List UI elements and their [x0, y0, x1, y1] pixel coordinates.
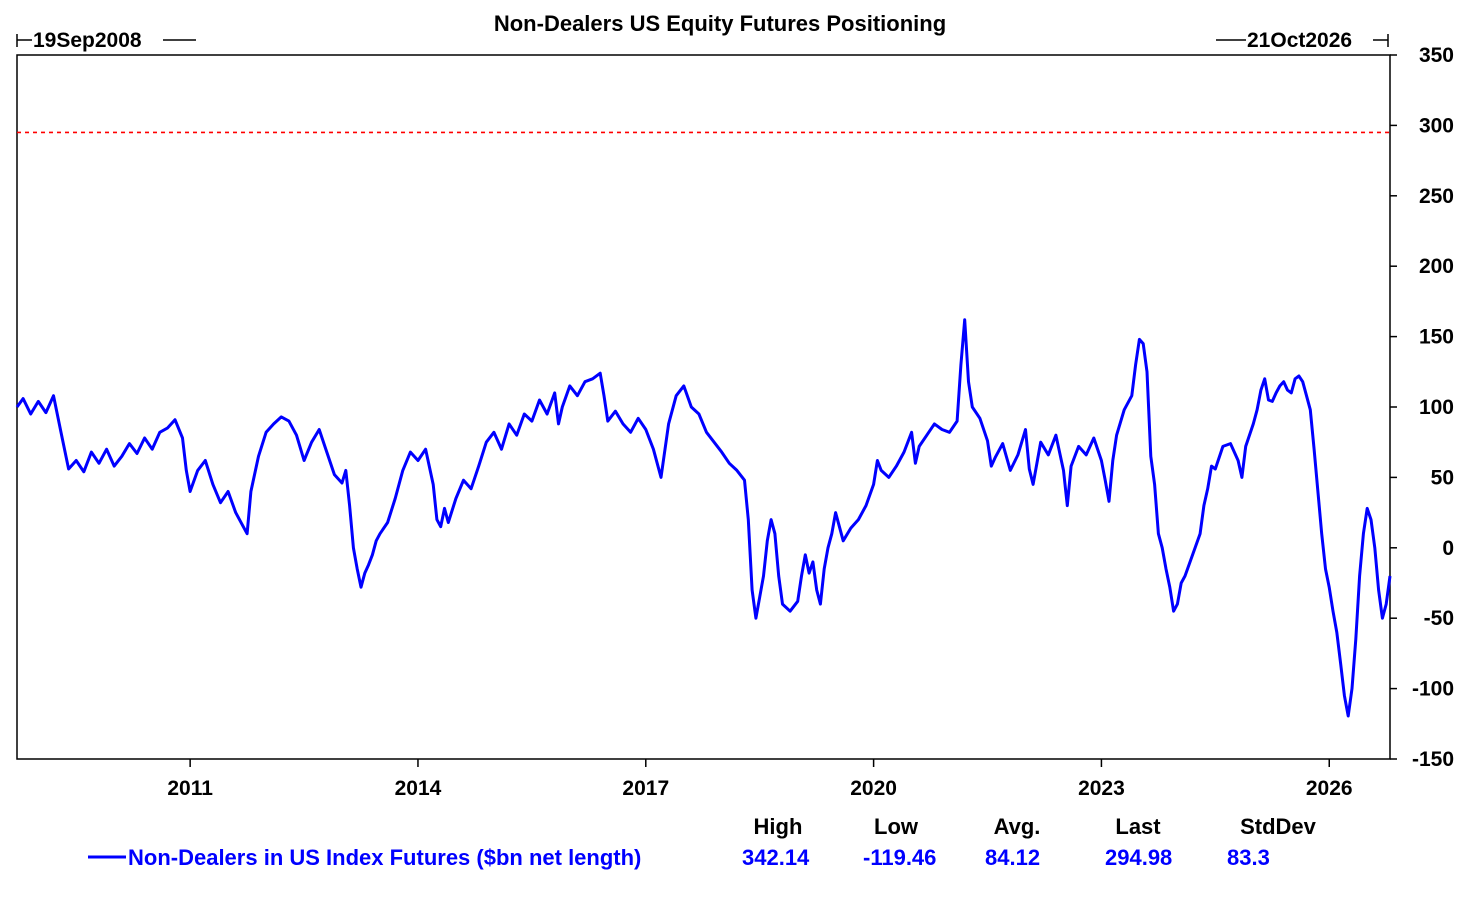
stat-header-last: Last — [1115, 814, 1161, 839]
stat-value-avg: 84.12 — [985, 845, 1040, 870]
y-tick-label: 350 — [1419, 44, 1454, 67]
end-range-marker: 21Oct2026 — [1216, 29, 1389, 52]
x-tick-label: 2011 — [167, 777, 213, 800]
y-tick-label: 50 — [1431, 466, 1454, 489]
y-tick-label: -50 — [1424, 607, 1454, 630]
y-tick-label: 150 — [1419, 326, 1454, 349]
stat-header-stddev: StdDev — [1240, 814, 1317, 839]
x-tick-label: 2023 — [1078, 777, 1125, 800]
legend-label: Non-Dealers in US Index Futures ($bn net… — [128, 845, 641, 870]
stat-value-low: -119.46 — [863, 845, 936, 870]
y-tick-label: 300 — [1419, 114, 1454, 137]
y-tick-label: 100 — [1419, 396, 1454, 419]
chart-title: Non-Dealers US Equity Futures Positionin… — [494, 11, 946, 36]
stat-value-high: 342.14 — [742, 845, 810, 870]
y-tick-label: -100 — [1412, 678, 1454, 701]
legend: Non-Dealers in US Index Futures ($bn net… — [88, 845, 641, 870]
series-layer — [15, 318, 1392, 718]
stat-header-avg: Avg. — [994, 814, 1041, 839]
series-line-0 — [15, 318, 1392, 718]
x-tick-label: 2017 — [622, 777, 669, 800]
y-tick-label: -150 — [1412, 748, 1454, 771]
x-tick-label: 2020 — [850, 777, 897, 800]
stats-table: High Low Avg. Last StdDev 342.14 -119.46… — [742, 814, 1317, 870]
plot-area — [16, 54, 1391, 760]
y-axis: 350 300 250 200 150 100 50 0 -50 -100 -150 — [1390, 44, 1454, 771]
y-tick-label: 250 — [1419, 185, 1454, 208]
y-tick-label: 200 — [1419, 255, 1454, 278]
stat-value-stddev: 83.3 — [1227, 845, 1270, 870]
x-tick-label: 2014 — [395, 777, 442, 800]
end-date-label: 21Oct2026 — [1247, 29, 1352, 52]
x-tick-label: 2026 — [1306, 777, 1353, 800]
stat-value-last: 294.98 — [1105, 845, 1172, 870]
y-tick-label: 0 — [1442, 537, 1454, 560]
x-axis: 2011 2014 2017 2020 2023 2026 — [167, 759, 1353, 800]
start-date-label: 19Sep2008 — [33, 29, 142, 52]
stat-header-low: Low — [874, 814, 919, 839]
stat-header-high: High — [754, 814, 803, 839]
start-range-marker: 19Sep2008 — [16, 29, 196, 52]
